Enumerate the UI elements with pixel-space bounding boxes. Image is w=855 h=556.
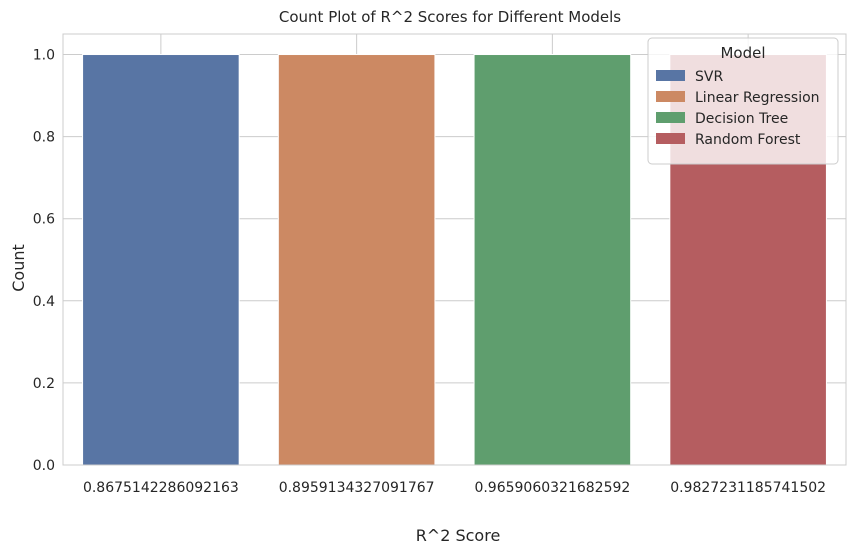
legend-swatch: [656, 112, 685, 123]
legend-swatch: [656, 133, 685, 144]
x-tick-label: 0.9827231185741502: [670, 480, 826, 496]
y-tick-label: 0.4: [33, 294, 55, 310]
legend-label: Decision Tree: [695, 111, 788, 127]
legend-label: SVR: [695, 69, 723, 85]
legend-label: Random Forest: [695, 132, 801, 148]
x-tick-label: 0.9659060321682592: [474, 480, 630, 496]
bar: [82, 54, 240, 466]
y-tick-label: 1.0: [33, 48, 55, 64]
x-axis-title: R^2 Score: [416, 526, 501, 545]
x-axis-ticks: 0.8675142286092163 0.8959134327091767 0.96…: [83, 480, 826, 496]
y-axis-ticks: 0.0 0.2 0.4 0.6 0.8 1.0: [33, 48, 55, 474]
bar: [277, 54, 436, 466]
x-tick-label: 0.8675142286092163: [83, 480, 239, 496]
chart-title: Count Plot of R^2 Scores for Different M…: [279, 8, 621, 26]
y-tick-label: 0.2: [33, 376, 55, 392]
bar: [473, 54, 632, 466]
legend-swatch: [656, 91, 685, 102]
legend-items: SVR Linear Regression Decision Tree Random …: [656, 69, 820, 148]
y-tick-label: 0.8: [33, 130, 55, 146]
y-tick-label: 0.6: [33, 212, 55, 228]
plot-frame: [62, 33, 847, 466]
legend: Model SVR Linear Regression Decision Tree R…: [647, 37, 839, 165]
y-axis-title: Count: [9, 244, 28, 292]
legend-swatch: [656, 70, 685, 81]
legend-label: Linear Regression: [695, 90, 820, 106]
legend-box: [647, 37, 839, 165]
y-tick-label: 0.0: [33, 458, 55, 474]
x-tick-label: 0.8959134327091767: [279, 480, 435, 496]
legend-title: Model: [720, 44, 765, 62]
